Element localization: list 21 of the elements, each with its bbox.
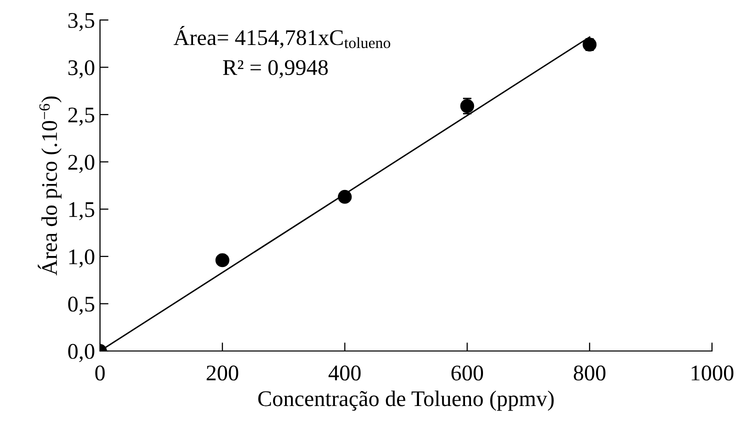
y-tick-label: 3,0 (68, 60, 94, 78)
annotation: R² = 0,9948 (223, 60, 328, 78)
x-tick-label: 0 (95, 366, 105, 381)
x-tick-label: 400 (328, 366, 361, 381)
x-tick-label: 800 (574, 366, 606, 381)
annotation: Área= 4154,781xC$_{tolueno}$ (174, 26, 390, 48)
x-tick-label: 600 (451, 366, 484, 381)
point (215, 253, 230, 268)
y-axis-title: Área do pico (.10$^{−6}$) (38, 96, 62, 276)
x-tick-label: 200 (206, 366, 238, 381)
point (582, 38, 597, 52)
y-tick-label: 1,0 (69, 249, 94, 268)
y-tick-label: 0,5 (68, 296, 94, 315)
y-tick-label: 2,5 (68, 108, 94, 126)
x-tick-label: 1000 (692, 366, 734, 381)
point (338, 190, 352, 204)
y-tick-label: 0,0 (68, 344, 94, 362)
x-axis-title: Concentração de Tolueno (ppmv) (258, 390, 554, 411)
y-tick-label: 2,0 (68, 154, 94, 173)
y-tick-label: 1,5 (69, 202, 94, 220)
y-tick-label: 3,5 (68, 12, 94, 32)
